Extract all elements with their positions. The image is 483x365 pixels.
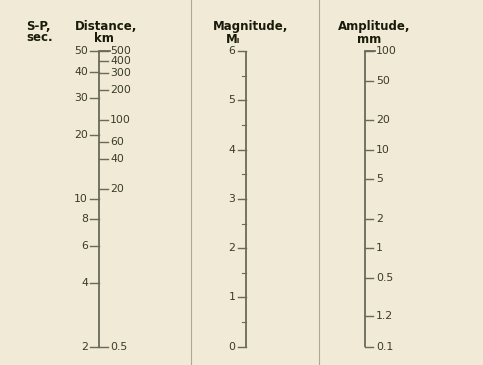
Text: 2: 2 <box>376 214 383 223</box>
Text: mm: mm <box>357 33 382 46</box>
Text: 50: 50 <box>376 76 390 86</box>
Text: 40: 40 <box>110 154 124 164</box>
Text: 0.1: 0.1 <box>376 342 393 352</box>
Text: 4: 4 <box>81 278 88 288</box>
Text: Mₗ: Mₗ <box>226 33 241 46</box>
Text: 20: 20 <box>110 184 124 194</box>
Text: 1.2: 1.2 <box>376 311 393 321</box>
Text: 0: 0 <box>228 342 235 352</box>
Text: 5: 5 <box>228 95 235 105</box>
Text: 100: 100 <box>110 115 131 125</box>
Text: 5: 5 <box>376 174 383 184</box>
Text: sec.: sec. <box>27 31 53 44</box>
Text: Magnitude,: Magnitude, <box>213 20 288 33</box>
Text: 10: 10 <box>376 145 390 155</box>
Text: S-P,: S-P, <box>27 20 51 33</box>
Text: 1: 1 <box>376 243 383 253</box>
Text: 50: 50 <box>74 46 88 56</box>
Text: 10: 10 <box>74 194 88 204</box>
Text: Distance,: Distance, <box>75 20 137 33</box>
Text: 40: 40 <box>74 66 88 77</box>
Text: 0.5: 0.5 <box>376 273 393 283</box>
Text: 0.5: 0.5 <box>110 342 128 352</box>
Text: 200: 200 <box>110 85 131 95</box>
Text: Amplitude,: Amplitude, <box>338 20 411 33</box>
Text: 2: 2 <box>228 243 235 253</box>
Text: 500: 500 <box>110 46 131 56</box>
Text: 4: 4 <box>228 145 235 155</box>
Text: 20: 20 <box>376 115 390 125</box>
Text: 3: 3 <box>228 194 235 204</box>
Text: 100: 100 <box>376 46 397 56</box>
Text: 6: 6 <box>81 241 88 251</box>
Text: 60: 60 <box>110 137 124 147</box>
Text: 30: 30 <box>74 93 88 103</box>
Text: 20: 20 <box>74 130 88 140</box>
Text: km: km <box>94 32 114 45</box>
Text: 8: 8 <box>81 214 88 224</box>
Text: 400: 400 <box>110 55 131 66</box>
Text: 300: 300 <box>110 68 131 78</box>
Text: 2: 2 <box>81 342 88 352</box>
Text: 1: 1 <box>228 292 235 303</box>
Text: 6: 6 <box>228 46 235 56</box>
